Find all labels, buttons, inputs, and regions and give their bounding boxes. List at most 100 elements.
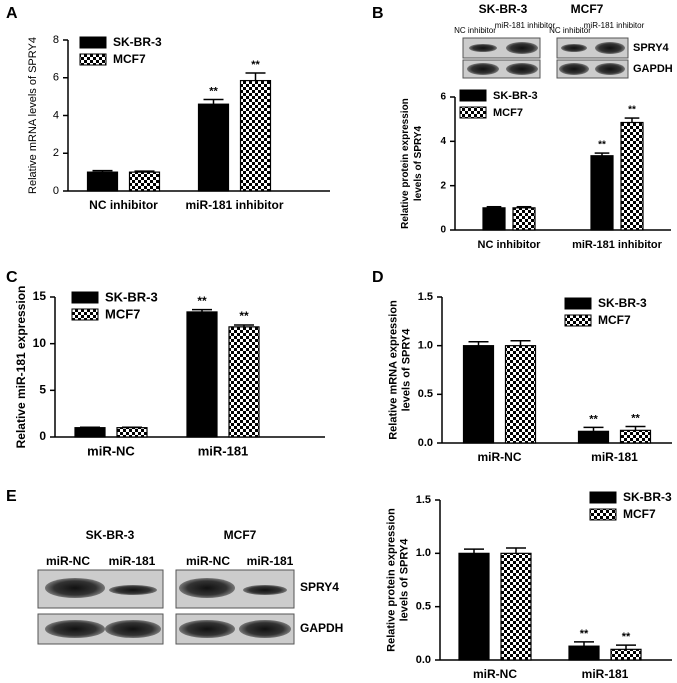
x-tick-label: NC inhibitor: [478, 239, 542, 251]
y-tick-label: 2: [53, 147, 59, 159]
error-bar: [92, 169, 113, 173]
x-tick-label: miR-181: [582, 667, 629, 681]
legend-label: MCF7: [105, 306, 140, 321]
bar: [197, 103, 230, 192]
legend-label: SK-BR-3: [493, 90, 538, 102]
legend-swatch: [459, 106, 487, 119]
bar: [590, 155, 614, 231]
significance-label: **: [239, 309, 249, 323]
legend-label: MCF7: [598, 313, 631, 327]
x-tick-label: miR-181: [591, 450, 638, 464]
error-bar: [134, 170, 155, 173]
x-tick-label: miR-181: [198, 443, 249, 458]
y-tick-label: 4: [53, 109, 59, 121]
error-bar: [583, 426, 604, 432]
bar: [228, 326, 260, 438]
x-tick-label: miR-181 inhibitor: [185, 198, 283, 212]
y-tick-label: 0: [39, 429, 46, 443]
legend-swatch: [564, 314, 592, 327]
protein-label: GAPDH: [300, 621, 343, 635]
x-tick-label: miR-NC: [478, 450, 522, 464]
x-tick-label: miR-NC: [87, 443, 135, 458]
significance-label: **: [631, 412, 640, 424]
panel-label: C: [6, 269, 18, 286]
legend-label: SK-BR-3: [623, 490, 672, 504]
error-bar: [203, 98, 224, 105]
significance-label: **: [209, 85, 218, 97]
bar: [500, 552, 532, 661]
y-tick-label: 6: [53, 72, 59, 84]
y-axis-label: Relative protein expression: [385, 508, 397, 652]
y-tick-label: 6: [440, 92, 446, 103]
error-bar: [486, 205, 502, 208]
legend-swatch: [71, 291, 99, 304]
significance-label: **: [197, 294, 207, 308]
y-tick-label: 0.5: [418, 388, 433, 400]
legend-label: SK-BR-3: [598, 296, 647, 310]
chart: E Relative protein expression levels of SP…: [6, 488, 672, 681]
error-bar: [506, 547, 526, 554]
bar: [620, 121, 644, 231]
y-tick-label: 1.0: [418, 340, 433, 352]
panel-label: B: [372, 5, 384, 22]
blot-e: SK-BR-3 MCF7 miR-NC miR-181 miR-NC miR-1…: [37, 528, 343, 645]
y-tick-label: 1.0: [416, 547, 431, 559]
significance-label: **: [251, 59, 260, 71]
error-bar: [510, 340, 531, 346]
y-tick-label: 0.0: [416, 654, 431, 666]
bar: [568, 645, 600, 661]
y-tick-label: 15: [33, 289, 47, 303]
band: [506, 42, 538, 54]
significance-label: **: [580, 628, 589, 640]
legend-swatch: [79, 53, 107, 66]
y-axis-label: Relative protein expression: [400, 98, 411, 229]
y-axis-label: levels of SPRY4: [413, 125, 424, 201]
band: [467, 63, 499, 75]
legend-swatch: [589, 491, 617, 504]
lane-label: miR-181 inhibitor: [584, 21, 645, 30]
bar: [186, 311, 218, 438]
y-tick-label: 0.5: [416, 601, 431, 613]
error-bar: [624, 117, 640, 123]
error-bar: [594, 152, 610, 156]
y-axis-label: levels of SPRY4: [400, 328, 412, 412]
panel-label: A: [6, 5, 18, 22]
band: [109, 585, 157, 595]
band: [179, 578, 235, 598]
legend-swatch: [79, 36, 107, 49]
y-tick-label: 2: [440, 180, 446, 191]
band: [243, 585, 287, 595]
error-bar: [464, 548, 484, 554]
band: [45, 620, 105, 638]
y-tick-label: 10: [33, 336, 47, 350]
band: [506, 63, 538, 75]
bar: [239, 79, 272, 192]
band: [595, 42, 625, 54]
band: [105, 620, 161, 638]
error-bar: [516, 205, 532, 208]
significance-label: **: [589, 413, 598, 425]
x-tick-label: NC inhibitor: [89, 198, 158, 212]
lane-label: miR-181 inhibitor: [495, 21, 556, 30]
panel-label: D: [372, 269, 384, 286]
lane-label: NC inhibitor: [549, 26, 591, 35]
chart: D Relative mRNA expression levels of SPRY4…: [372, 269, 672, 464]
error-bar: [468, 341, 489, 346]
lane-label: miR-181: [109, 554, 156, 568]
bar: [74, 427, 106, 438]
legend-label: MCF7: [113, 52, 146, 66]
protein-label: GAPDH: [633, 63, 673, 75]
bar: [116, 427, 148, 438]
significance-label: **: [628, 105, 636, 116]
bar: [462, 345, 495, 444]
legend-label: MCF7: [493, 107, 523, 119]
error-bar: [234, 324, 254, 327]
y-axis-label: levels of SPRY4: [398, 538, 410, 622]
band: [239, 620, 291, 638]
cell-line: MCF7: [571, 2, 604, 16]
blot-b: SK-BR-3 MCF7 NC inhibitor miR-181 inhibi…: [454, 2, 673, 79]
y-tick-label: 0: [53, 185, 59, 197]
y-tick-label: 8: [53, 34, 59, 46]
significance-label: **: [598, 140, 606, 151]
